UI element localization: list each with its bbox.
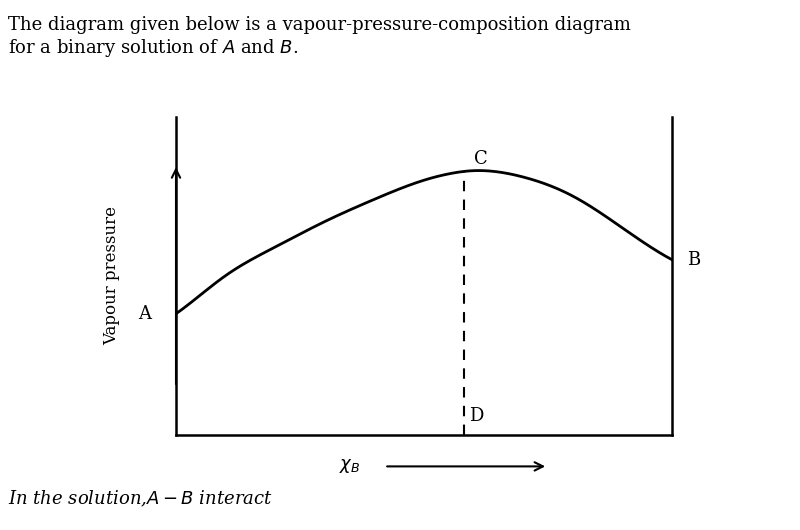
Text: B: B xyxy=(687,251,700,269)
Text: C: C xyxy=(474,151,487,168)
Text: A: A xyxy=(138,305,151,323)
Text: Vapour pressure: Vapour pressure xyxy=(103,206,120,345)
Text: In the solution,$A - B$ interact: In the solution,$A - B$ interact xyxy=(8,489,273,509)
Text: $\chi_B$: $\chi_B$ xyxy=(339,457,360,475)
Text: The diagram given below is a vapour-pressure-composition diagram
for a binary so: The diagram given below is a vapour-pres… xyxy=(8,16,631,59)
Text: D: D xyxy=(469,407,483,425)
